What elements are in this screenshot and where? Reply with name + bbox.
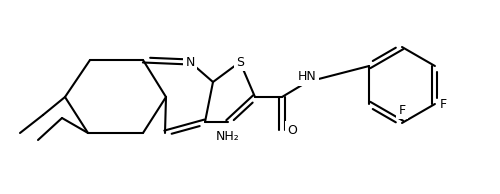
Text: NH₂: NH₂	[216, 130, 240, 143]
Text: F: F	[440, 98, 447, 111]
Text: F: F	[440, 98, 447, 111]
Text: N: N	[185, 55, 195, 69]
Text: F: F	[398, 104, 406, 117]
Text: S: S	[236, 55, 244, 69]
Text: O: O	[287, 124, 297, 137]
Text: HN: HN	[298, 70, 316, 83]
Text: NH₂: NH₂	[216, 130, 240, 143]
Text: HN: HN	[298, 70, 316, 83]
Text: S: S	[236, 55, 244, 68]
Text: N: N	[186, 55, 194, 68]
Text: F: F	[398, 104, 406, 117]
Text: O: O	[287, 124, 297, 137]
